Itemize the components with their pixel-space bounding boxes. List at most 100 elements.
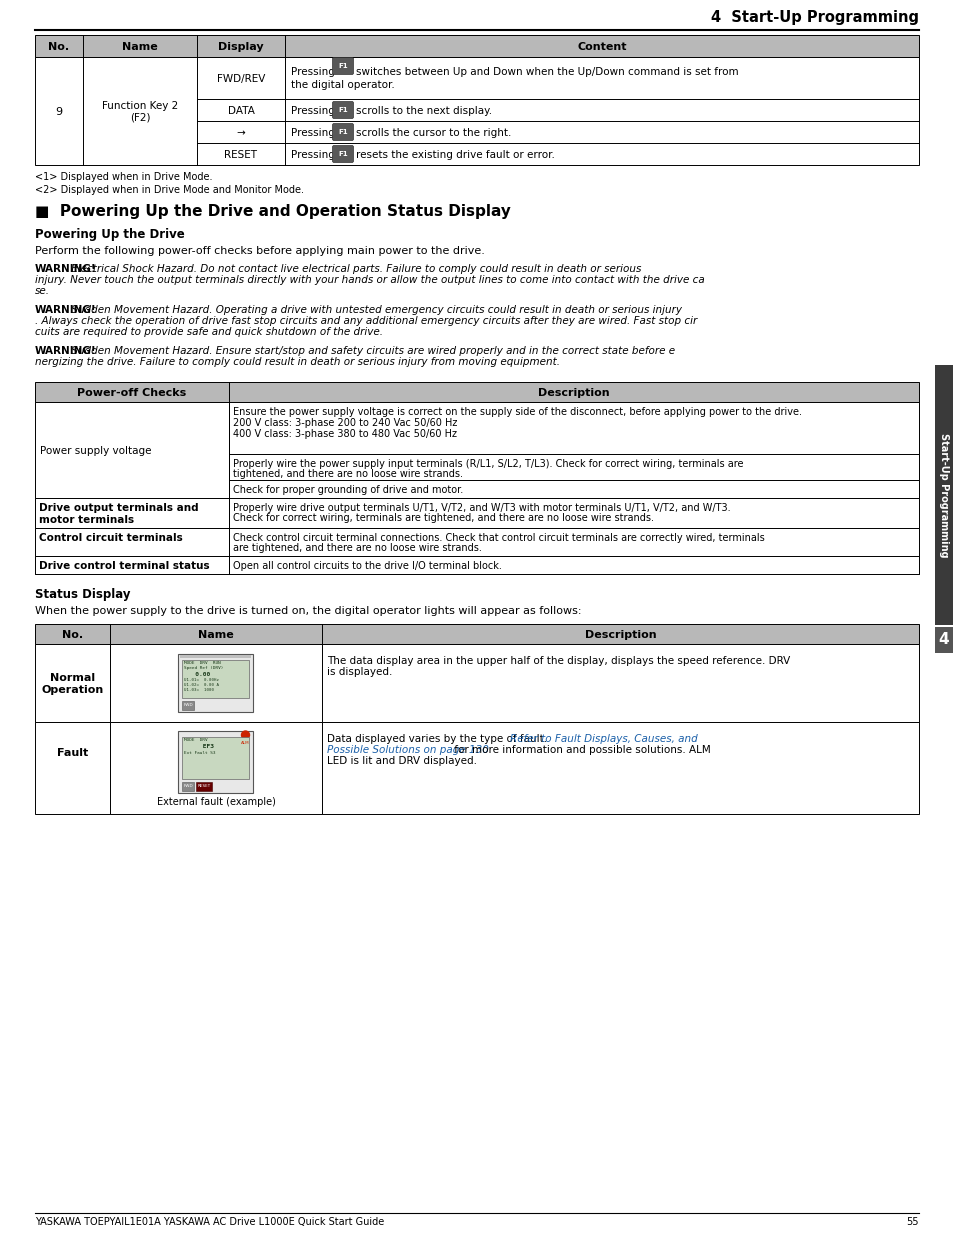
Text: Electrical Shock Hazard. Do not contact live electrical parts. Failure to comply: Electrical Shock Hazard. Do not contact … bbox=[68, 264, 644, 274]
Text: Sudden Movement Hazard. Operating a drive with untested emergency circuits could: Sudden Movement Hazard. Operating a driv… bbox=[68, 305, 681, 315]
Text: resets the existing drive fault or error.: resets the existing drive fault or error… bbox=[355, 149, 555, 161]
Text: Check for proper grounding of drive and motor.: Check for proper grounding of drive and … bbox=[233, 485, 463, 495]
Text: Check for correct wiring, terminals are tightened, and there are no loose wire s: Check for correct wiring, terminals are … bbox=[233, 513, 654, 522]
Bar bbox=[229, 480, 918, 498]
Bar bbox=[110, 643, 322, 722]
Text: Pressing: Pressing bbox=[291, 149, 335, 161]
Bar bbox=[182, 659, 250, 698]
Text: Name: Name bbox=[198, 630, 233, 640]
Text: →: → bbox=[236, 128, 245, 138]
Bar bbox=[178, 731, 253, 793]
Text: Ext Fault S3: Ext Fault S3 bbox=[184, 751, 215, 755]
Bar bbox=[322, 643, 918, 722]
Text: for more information and possible solutions. ALM: for more information and possible soluti… bbox=[451, 745, 711, 755]
Text: Pressing: Pressing bbox=[291, 128, 335, 138]
Text: cuits are required to provide safe and quick shutdown of the drive.: cuits are required to provide safe and q… bbox=[35, 327, 382, 337]
Bar bbox=[182, 701, 194, 710]
Text: tightened, and there are no loose wire strands.: tightened, and there are no loose wire s… bbox=[233, 469, 462, 479]
Text: U1-01=  0.00Hz: U1-01= 0.00Hz bbox=[184, 678, 219, 682]
Bar bbox=[35, 57, 918, 165]
Text: <1> Displayed when in Drive Mode.: <1> Displayed when in Drive Mode. bbox=[35, 172, 213, 182]
FancyBboxPatch shape bbox=[333, 146, 354, 163]
Text: 4: 4 bbox=[938, 632, 948, 647]
Text: Pressing: Pressing bbox=[291, 106, 335, 116]
Text: nergizing the drive. Failure to comply could result in death or serious injury f: nergizing the drive. Failure to comply c… bbox=[35, 357, 559, 367]
Bar bbox=[178, 655, 253, 713]
Bar bbox=[182, 782, 194, 790]
FancyBboxPatch shape bbox=[333, 58, 354, 74]
Text: WARNING!: WARNING! bbox=[35, 305, 96, 315]
Text: Drive control terminal status: Drive control terminal status bbox=[39, 561, 210, 571]
Text: Control circuit terminals: Control circuit terminals bbox=[39, 534, 183, 543]
Text: RESET: RESET bbox=[224, 149, 257, 161]
Text: Sudden Movement Hazard. Ensure start/stop and safety circuits are wired properly: Sudden Movement Hazard. Ensure start/sto… bbox=[68, 346, 675, 356]
Text: External fault (example): External fault (example) bbox=[156, 797, 275, 806]
Text: Power-off Checks: Power-off Checks bbox=[77, 388, 187, 398]
Bar bbox=[35, 35, 918, 57]
Bar bbox=[35, 403, 918, 574]
Text: F1: F1 bbox=[337, 107, 348, 112]
Bar bbox=[35, 624, 918, 643]
Bar bbox=[35, 498, 229, 529]
Text: RESET: RESET bbox=[197, 784, 211, 788]
Text: injury. Never touch the output terminals directly with your hands or allow the o: injury. Never touch the output terminals… bbox=[35, 275, 704, 285]
Text: MODE  DRV: MODE DRV bbox=[184, 739, 208, 742]
Text: Start-Up Programming: Start-Up Programming bbox=[938, 432, 948, 557]
Text: Powering Up the Drive: Powering Up the Drive bbox=[35, 228, 185, 241]
Text: 200 V class: 3-phase 200 to 240 Vac 50/60 Hz: 200 V class: 3-phase 200 to 240 Vac 50/6… bbox=[233, 417, 456, 429]
Text: WARNING!: WARNING! bbox=[35, 264, 96, 274]
Text: is displayed.: is displayed. bbox=[327, 667, 392, 677]
Text: YASKAWA TOEPYAIL1E01A YASKAWA AC Drive L1000E Quick Start Guide: YASKAWA TOEPYAIL1E01A YASKAWA AC Drive L… bbox=[35, 1216, 384, 1228]
Text: The data display area in the upper half of the display, displays the speed refer: The data display area in the upper half … bbox=[327, 656, 789, 666]
Text: scrolls to the next display.: scrolls to the next display. bbox=[355, 106, 492, 116]
Bar bbox=[934, 366, 952, 625]
Text: MODE  DRV  RUN: MODE DRV RUN bbox=[184, 661, 221, 664]
Bar bbox=[196, 782, 213, 790]
Text: No.: No. bbox=[62, 630, 83, 640]
Bar bbox=[229, 556, 918, 574]
Text: 9: 9 bbox=[55, 107, 63, 117]
Text: When the power supply to the drive is turned on, the digital operator lights wil: When the power supply to the drive is tu… bbox=[35, 606, 581, 616]
Bar bbox=[180, 655, 252, 658]
FancyBboxPatch shape bbox=[333, 124, 354, 141]
Bar bbox=[35, 529, 229, 556]
Text: Ensure the power supply voltage is correct on the supply side of the disconnect,: Ensure the power supply voltage is corre… bbox=[233, 408, 801, 417]
Text: ■  Powering Up the Drive and Operation Status Display: ■ Powering Up the Drive and Operation St… bbox=[35, 204, 511, 219]
Text: 55: 55 bbox=[905, 1216, 918, 1228]
Text: are tightened, and there are no loose wire strands.: are tightened, and there are no loose wi… bbox=[233, 543, 481, 553]
Text: Display: Display bbox=[218, 42, 264, 52]
Bar bbox=[35, 403, 229, 498]
Text: 0.00: 0.00 bbox=[184, 672, 211, 677]
Text: Properly wire drive output terminals U/T1, V/T2, and W/T3 with motor terminals U: Properly wire drive output terminals U/T… bbox=[233, 503, 730, 513]
Text: F1: F1 bbox=[337, 63, 348, 69]
Text: ALM: ALM bbox=[241, 741, 250, 745]
Text: Open all control circuits to the drive I/O terminal block.: Open all control circuits to the drive I… bbox=[233, 561, 501, 571]
Text: EF3: EF3 bbox=[184, 743, 214, 748]
Text: Perform the following power-off checks before applying main power to the drive.: Perform the following power-off checks b… bbox=[35, 246, 484, 256]
Text: . Always check the operation of drive fast stop circuits and any additional emer: . Always check the operation of drive fa… bbox=[35, 316, 697, 326]
Bar bbox=[35, 643, 110, 722]
Bar bbox=[35, 556, 229, 574]
Bar bbox=[934, 627, 952, 653]
Text: LED is lit and DRV displayed.: LED is lit and DRV displayed. bbox=[327, 756, 476, 766]
Bar bbox=[229, 454, 918, 480]
Text: 400 V class: 3-phase 380 to 480 Vac 50/60 Hz: 400 V class: 3-phase 380 to 480 Vac 50/6… bbox=[233, 429, 456, 438]
Text: FWD: FWD bbox=[184, 703, 193, 706]
Text: Name: Name bbox=[122, 42, 157, 52]
Text: scrolls the cursor to the right.: scrolls the cursor to the right. bbox=[355, 128, 511, 138]
Text: FWD/REV: FWD/REV bbox=[216, 74, 265, 84]
Bar bbox=[35, 382, 918, 403]
Text: se.: se. bbox=[35, 287, 50, 296]
Text: switches between Up and Down when the Up/Down command is set from: switches between Up and Down when the Up… bbox=[355, 67, 738, 77]
Text: FWD: FWD bbox=[184, 784, 193, 788]
Text: WARNING!: WARNING! bbox=[35, 346, 96, 356]
Bar bbox=[229, 403, 918, 454]
FancyBboxPatch shape bbox=[333, 101, 354, 119]
Text: Possible Solutions on page 130: Possible Solutions on page 130 bbox=[327, 745, 488, 755]
Bar bbox=[182, 737, 250, 779]
Text: F1: F1 bbox=[337, 128, 348, 135]
Bar bbox=[229, 529, 918, 556]
Text: U1-02=  0.00 A: U1-02= 0.00 A bbox=[184, 683, 219, 687]
Text: Data displayed varies by the type of fault.: Data displayed varies by the type of fau… bbox=[327, 734, 550, 743]
Text: Properly wire the power supply input terminals (R/L1, S/L2, T/L3). Check for cor: Properly wire the power supply input ter… bbox=[233, 459, 742, 469]
